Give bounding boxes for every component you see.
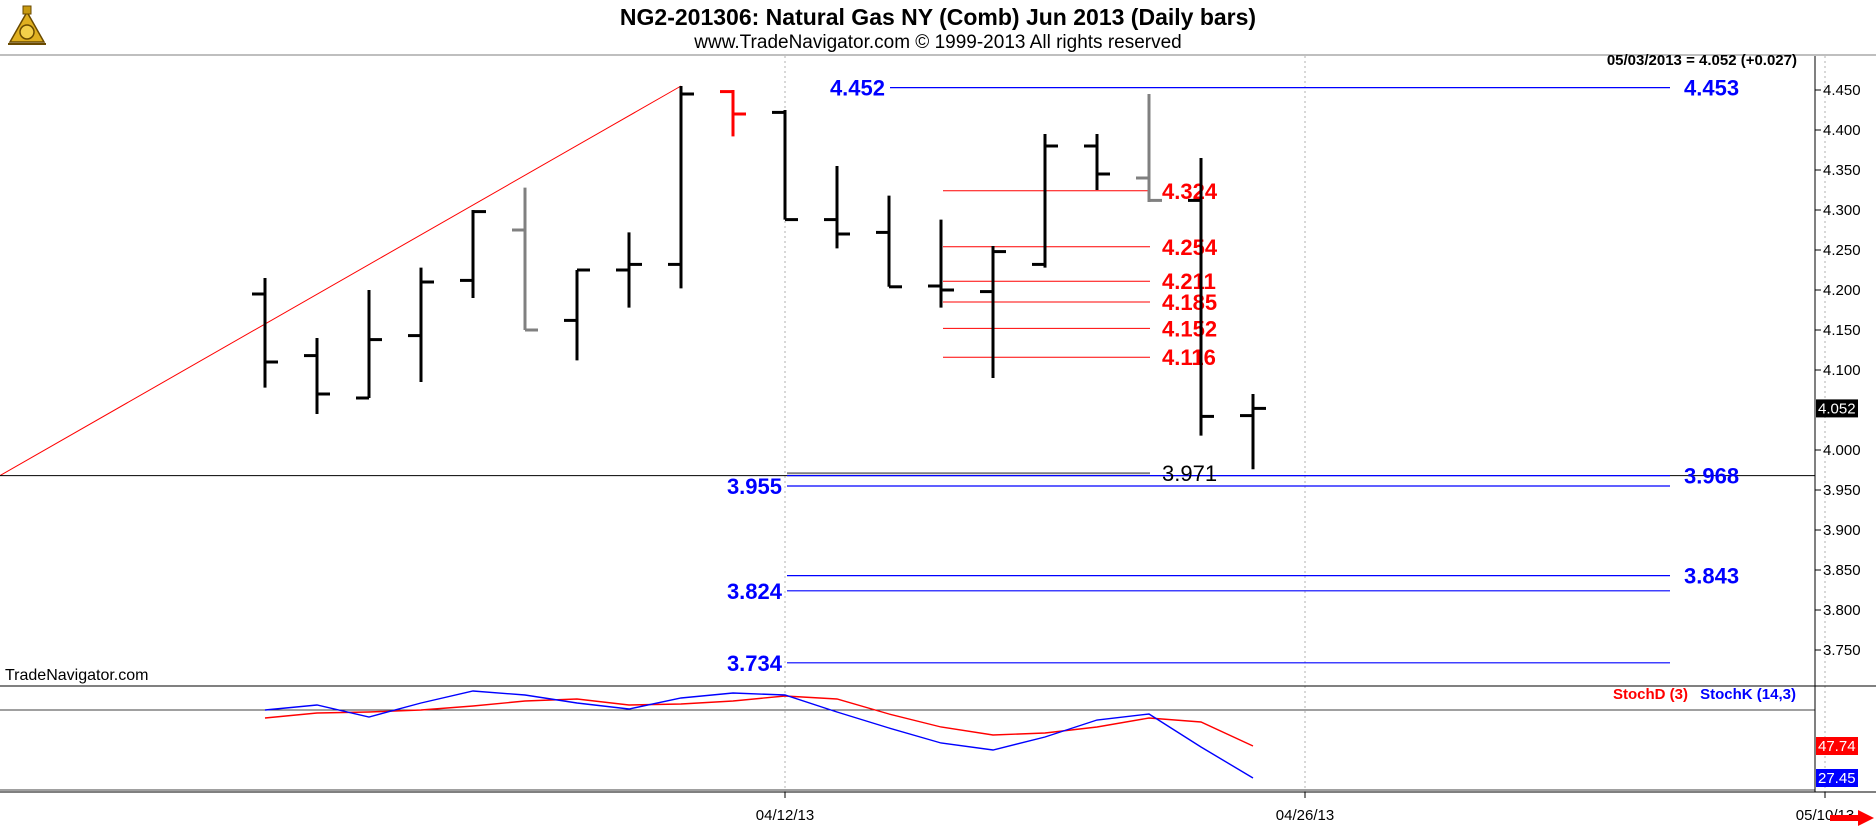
date-axis: 04/12/13 04/26/13 05/10/13 [756,792,1854,824]
ohlc-bar [668,86,694,289]
y-tick-label: 3.950 [1823,482,1861,499]
current-price-box [1816,399,1858,418]
y-tick-label: 4.100 [1823,362,1861,379]
ohlc-bar [1188,158,1214,436]
legend-stoch-d: StochD (3) [1612,686,1688,703]
osc-value-box [1816,737,1858,755]
y-tick-label: 4.400 [1823,122,1861,139]
date-label: 04/12/13 [756,807,814,824]
y-tick-label: 4.150 [1823,322,1861,339]
fib-level-label: 4.254 [1162,235,1218,260]
ohlc-bar [720,90,746,137]
y-tick-label: 3.850 [1823,562,1861,579]
fib-base-label: 3.971 [1162,461,1217,486]
blue-level-label-left: 4.452 [830,76,885,101]
ohlc-bar [304,338,330,414]
blue-level-label-right: 3.843 [1684,564,1739,589]
price-axis: 4.450 4.400 4.350 4.300 4.250 4.200 4.150 4.100… [1815,82,1861,659]
ohlc-bar [408,267,434,382]
y-tick-label: 4.000 [1823,442,1861,459]
ohlc-bar [980,246,1006,378]
ohlc-bar [928,219,954,308]
blue-level-label-left: 3.955 [727,474,782,499]
ohlc-bar [824,166,850,249]
oscillator-legend: StochD (3) StochK (14,3) [1613,686,1796,703]
sextant-logo-icon [8,5,46,45]
ohlc-bar [460,210,486,298]
y-tick-label: 4.350 [1823,162,1861,179]
y-tick-label: 4.250 [1823,242,1861,259]
blue-level-label-left: 3.824 [727,579,783,604]
legend-stoch-k: StochK (14,3) [1700,686,1796,703]
ohlc-bar [252,278,278,388]
fib-level-label: 4.152 [1162,316,1217,341]
fib-level-label: 4.116 [1162,345,1216,370]
watermark-label: TradeNavigator.com [5,667,149,684]
ohlc-bar [1084,134,1110,190]
y-tick-label: 4.450 [1823,82,1861,99]
blue-level-label-right: 4.453 [1684,76,1739,101]
ohlc-bar [356,290,382,400]
fib-level-label: 4.185 [1162,290,1217,315]
price-levels: 4.452 4.4533.9683.9553.8433.8243.7344.324… [0,76,1815,676]
ohlc-bar [564,268,590,361]
ohlc-bar [876,195,902,289]
stochastic-panel: 47.74 27.45 [264,690,1858,787]
y-tick-label: 3.800 [1823,602,1861,619]
ohlc-bars [252,86,1266,470]
blue-level-label-right: 3.968 [1684,464,1739,489]
trend-line [0,85,682,477]
date-label: 04/26/13 [1276,807,1334,824]
blue-level-label-left: 3.734 [727,651,783,676]
chart-grid [784,56,1826,792]
osc-value-box [1816,769,1858,787]
last-quote-label: 05/03/2013 = 4.052 (+0.027) [1606,52,1797,69]
y-tick-label: 3.750 [1823,642,1861,659]
price-panel-frame [0,54,1876,793]
osc-value-label: 47.74 [1818,738,1856,755]
ohlc-bar [1136,94,1162,202]
chart-title: NG2-201306: Natural Gas NY (Comb) Jun 20… [619,4,1257,30]
stoch-line [264,690,1254,779]
ohlc-bar [616,232,642,308]
ohlc-bar [772,110,798,222]
y-tick-label: 4.300 [1823,202,1861,219]
current-price-label: 4.052 [1818,400,1856,417]
stoch-line [264,695,1254,747]
ohlc-bar [1240,394,1266,470]
ohlc-bar [1032,134,1058,268]
y-tick-label: 4.200 [1823,282,1861,299]
fib-level-label: 4.211 [1162,269,1216,294]
copyright-subtitle: www.TradeNavigator.com © 1999-2013 All r… [694,32,1182,53]
right-arrow-icon[interactable] [1830,810,1874,826]
y-tick-label: 3.900 [1823,522,1861,539]
osc-value-label: 27.45 [1818,770,1856,787]
ohlc-bar [512,187,538,332]
